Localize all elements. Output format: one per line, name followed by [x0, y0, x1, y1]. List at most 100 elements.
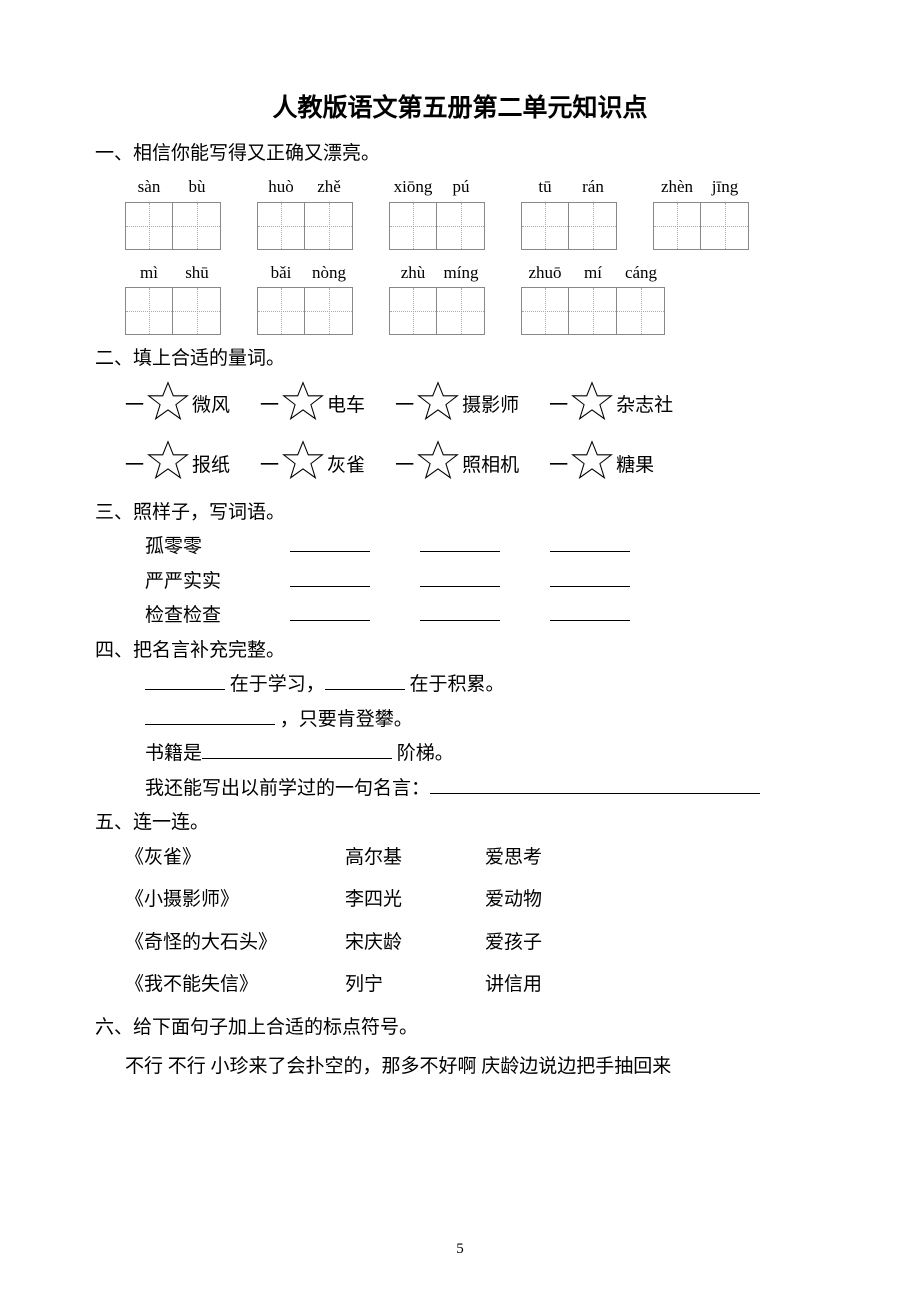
star-icon[interactable]: [570, 380, 614, 434]
text: 照相机: [462, 452, 519, 481]
blank[interactable]: [420, 569, 500, 587]
star-icon[interactable]: [281, 439, 325, 493]
pinyin-label: jīng: [701, 174, 749, 200]
pinyin-label: mí: [569, 260, 617, 286]
text: 在于积累。: [405, 674, 505, 695]
match-row[interactable]: 《奇怪的大石头》宋庆龄爱孩子: [125, 929, 825, 958]
section6-content: 不行 不行 小珍来了会扑空的，那多不好啊 庆龄边说边把手抽回来: [95, 1050, 825, 1084]
s4-line4: 我还能写出以前学过的一句名言：: [145, 775, 825, 804]
pinyin-group: mìshū: [125, 260, 221, 336]
blank[interactable]: [550, 603, 630, 621]
match-col-title: 《奇怪的大石头》: [125, 929, 345, 958]
blank[interactable]: [430, 776, 760, 794]
pinyin-group: zhènjīng: [653, 174, 749, 250]
blank[interactable]: [420, 534, 500, 552]
star-icon[interactable]: [416, 380, 460, 434]
blank[interactable]: [550, 569, 630, 587]
pinyin-label: cáng: [617, 260, 665, 286]
match-col-trait: 爱思考: [485, 844, 542, 873]
quantifier-item: 一杂志社: [549, 380, 673, 434]
text: 在于学习，: [225, 674, 325, 695]
page-number: 5: [0, 1238, 920, 1261]
tianzige-box[interactable]: [437, 287, 485, 335]
blank[interactable]: [202, 741, 392, 759]
pattern-example: 严严实实: [145, 568, 240, 597]
tianzige-box[interactable]: [617, 287, 665, 335]
blank[interactable]: [145, 707, 275, 725]
tianzige-box[interactable]: [521, 287, 569, 335]
section5-content: 《灰雀》高尔基爱思考《小摄影师》李四光爱动物《奇怪的大石头》宋庆龄爱孩子《我不能…: [95, 844, 825, 1000]
blank[interactable]: [325, 672, 405, 690]
quantifier-item: 一 报纸: [125, 439, 230, 493]
tianzige-box[interactable]: [569, 202, 617, 250]
section2-content: 一微风一电车一摄影师一杂志社 一报纸一灰雀一照相机一糖果: [95, 380, 825, 493]
match-col-trait: 讲信用: [485, 971, 542, 1000]
text: 灰雀: [327, 452, 365, 481]
star-icon[interactable]: [570, 439, 614, 493]
pinyin-label: bǎi: [257, 260, 305, 286]
tianzige-box[interactable]: [389, 287, 437, 335]
blank[interactable]: [550, 534, 630, 552]
text: 一: [125, 392, 144, 421]
tianzige-box[interactable]: [257, 202, 305, 250]
text: 一: [260, 392, 279, 421]
pinyin-label: rán: [569, 174, 617, 200]
pinyin-group: huòzhě: [257, 174, 353, 250]
star-icon[interactable]: [146, 439, 190, 493]
section3-content: 孤零零严严实实检查检查: [95, 533, 825, 631]
pinyin-label: xiōng: [389, 174, 437, 200]
tianzige-box[interactable]: [701, 202, 749, 250]
pinyin-label: tū: [521, 174, 569, 200]
pinyin-label: zhuō: [521, 260, 569, 286]
blank[interactable]: [145, 672, 225, 690]
quantifier-item: 一 微风: [125, 380, 230, 434]
pinyin-label: pú: [437, 174, 485, 200]
blank[interactable]: [290, 569, 370, 587]
section5-heading: 五、连一连。: [95, 809, 825, 838]
tianzige-box[interactable]: [437, 202, 485, 250]
tianzige-box[interactable]: [569, 287, 617, 335]
match-col-person: 高尔基: [345, 844, 485, 873]
match-col-title: 《我不能失信》: [125, 971, 345, 1000]
tianzige-box[interactable]: [173, 287, 221, 335]
tianzige-box[interactable]: [521, 202, 569, 250]
section3-heading: 三、照样子，写词语。: [95, 499, 825, 528]
text: 我还能写出以前学过的一句名言：: [145, 778, 430, 799]
section1-heading: 一、相信你能写得又正确又漂亮。: [95, 140, 825, 169]
text: 电车: [327, 392, 365, 421]
tianzige-box[interactable]: [257, 287, 305, 335]
match-row[interactable]: 《灰雀》高尔基爱思考: [125, 844, 825, 873]
blank[interactable]: [290, 603, 370, 621]
tianzige-box[interactable]: [125, 287, 173, 335]
s4-line2: ，只要肯登攀。: [145, 706, 825, 735]
tianzige-box[interactable]: [389, 202, 437, 250]
text: 报纸: [192, 452, 230, 481]
text: 一: [395, 392, 414, 421]
section4-content: 在于学习， 在于积累。 ，只要肯登攀。 书籍是 阶梯。 我还能写出以前学过的一句…: [95, 671, 825, 803]
pinyin-label: zhě: [305, 174, 353, 200]
star-icon[interactable]: [416, 439, 460, 493]
blank[interactable]: [290, 534, 370, 552]
tianzige-box[interactable]: [305, 202, 353, 250]
text: 摄影师: [462, 392, 519, 421]
pattern-example: 孤零零: [145, 533, 240, 562]
match-col-trait: 爱动物: [485, 886, 542, 915]
pinyin-label: huò: [257, 174, 305, 200]
match-row[interactable]: 《我不能失信》列宁讲信用: [125, 971, 825, 1000]
tianzige-box[interactable]: [125, 202, 173, 250]
match-col-person: 列宁: [345, 971, 485, 1000]
section1-content: sànbùhuòzhěxiōngpútūránzhènjīng mìshūbǎi…: [95, 174, 825, 335]
tianzige-box[interactable]: [173, 202, 221, 250]
star-icon[interactable]: [146, 380, 190, 434]
star-icon[interactable]: [281, 380, 325, 434]
match-row[interactable]: 《小摄影师》李四光爱动物: [125, 886, 825, 915]
pinyin-label: míng: [437, 260, 485, 286]
quantifier-item: 一照相机: [395, 439, 519, 493]
blank[interactable]: [420, 603, 500, 621]
text: 微风: [192, 392, 230, 421]
tianzige-box[interactable]: [653, 202, 701, 250]
pattern-example: 检查检查: [145, 602, 240, 631]
quantifier-item: 一糖果: [549, 439, 654, 493]
text: 一: [125, 452, 144, 481]
tianzige-box[interactable]: [305, 287, 353, 335]
